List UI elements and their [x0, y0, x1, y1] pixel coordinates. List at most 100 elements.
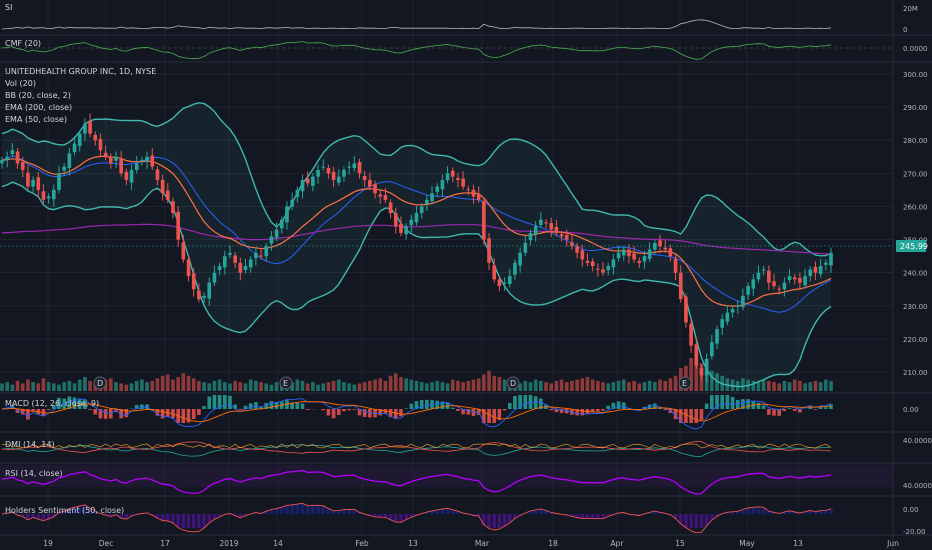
sentiment-axis-minus20: -20.00 [903, 528, 926, 536]
sentiment-bar [507, 514, 512, 523]
sentiment-bar [637, 514, 642, 516]
time-axis-label: 19 [43, 539, 53, 548]
volume-bar [26, 379, 30, 391]
event-marker-e-1[interactable]: E [279, 376, 293, 390]
macd-histogram-bar [295, 402, 300, 409]
candle-body [575, 246, 579, 253]
volume-bar [114, 382, 118, 391]
sentiment-bar [404, 514, 408, 520]
volume-bar [658, 379, 662, 391]
sentiment-bar [165, 514, 170, 521]
sentiment-bar [31, 514, 35, 518]
macd-histogram-bar [77, 398, 82, 409]
macd-histogram-bar [502, 409, 507, 411]
volume-bar [243, 383, 248, 391]
candle-body [404, 226, 408, 235]
sentiment-bar [523, 513, 528, 514]
candle-body [792, 277, 797, 280]
sentiment-bar [352, 509, 357, 514]
volume-bar [119, 383, 123, 391]
sentiment-bar [254, 512, 258, 514]
sentiment-bar [383, 514, 388, 518]
sentiment-bar [243, 514, 248, 516]
volume-bar [549, 383, 554, 391]
macd-histogram-bar [653, 403, 657, 409]
macd-histogram-bar [305, 409, 310, 410]
sentiment-bar [150, 514, 155, 516]
volume-bar [466, 380, 471, 391]
volume-bar [233, 380, 237, 391]
candle-body [165, 190, 170, 200]
event-marker-d-1[interactable]: D [93, 376, 107, 390]
sentiment-bar [513, 514, 517, 519]
sentiment-bar [388, 514, 393, 520]
candle-body [155, 169, 160, 180]
macd-histogram-bar [41, 409, 46, 416]
sentiment-bar [414, 514, 419, 516]
macd-histogram-bar [20, 409, 25, 415]
sentiment-bar [476, 514, 481, 517]
candle-body [212, 272, 217, 283]
macd-histogram-bar [326, 409, 331, 416]
volume-bar [145, 382, 149, 391]
macd-histogram-bar [98, 409, 103, 419]
macd-histogram-bar [425, 399, 429, 409]
candle-body [756, 272, 761, 280]
sentiment-bar [46, 514, 51, 519]
candle-body [621, 249, 626, 256]
sentiment-bar [653, 511, 657, 514]
sentiment-bar [103, 514, 108, 516]
sentiment-bar [20, 514, 25, 517]
volume-bar [305, 383, 310, 391]
candle-body [440, 179, 445, 190]
vol-legend: Vol (20) [5, 79, 36, 88]
volume-bar [264, 383, 269, 391]
volume-bar [404, 378, 408, 391]
sentiment-bar [497, 514, 502, 528]
candle-body [305, 178, 310, 184]
sentiment-bar [590, 514, 595, 519]
macd-histogram-bar [300, 403, 305, 409]
candle-body [570, 242, 574, 247]
sentiment-bar [471, 514, 476, 516]
volume-bar [476, 378, 481, 391]
macd-histogram-bar [383, 409, 388, 414]
volume-bar [388, 375, 393, 391]
volume-bar [544, 382, 548, 391]
volume-bar [414, 380, 419, 391]
event-marker-d-2[interactable]: D [506, 376, 520, 390]
candle-body [119, 158, 123, 174]
candle-body [72, 143, 77, 153]
time-axis-label: Mar [475, 539, 490, 548]
event-marker-e-2[interactable]: E [678, 376, 692, 390]
volume-bar [300, 380, 305, 391]
volume-bar [155, 378, 160, 391]
time-axis-label: 18 [548, 539, 558, 548]
candle-body [176, 211, 180, 240]
volume-bar [456, 380, 460, 391]
candle-body [798, 278, 802, 283]
macd-histogram-bar [88, 409, 92, 410]
volume-bar [673, 375, 678, 391]
sentiment-bar [601, 514, 605, 519]
volume-bar [808, 382, 813, 391]
sentiment-bar [181, 514, 186, 528]
volume-bar [627, 382, 631, 391]
candle-body [585, 260, 590, 263]
macd-histogram-bar [678, 409, 683, 423]
sentiment-bar [549, 512, 554, 514]
sentiment-bar [621, 512, 626, 514]
candle-body [720, 319, 725, 328]
macd-histogram-bar [31, 409, 35, 412]
volume-bar [502, 379, 507, 391]
price-axis-label: 270.00 [903, 170, 928, 178]
macd-histogram-bar [699, 409, 704, 421]
last-price-text: 245.99 [900, 242, 928, 251]
volume-bar [539, 380, 543, 391]
macd-histogram-bar [393, 409, 398, 419]
candle-body [772, 281, 776, 286]
candle-body [140, 160, 144, 162]
sentiment-bar [197, 514, 201, 528]
macd-histogram-bar [46, 409, 51, 410]
